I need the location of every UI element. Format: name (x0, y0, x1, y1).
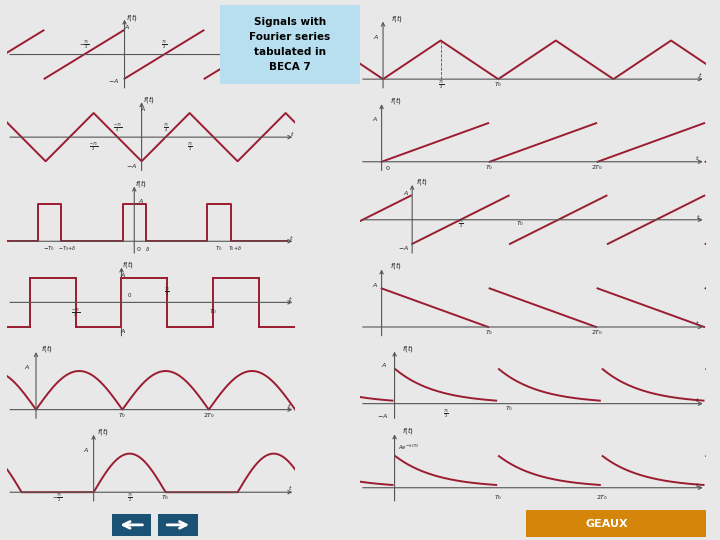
Text: $f(t)$: $f(t)$ (390, 260, 402, 272)
Text: $\frac{T_0}{2}$: $\frac{T_0}{2}$ (161, 38, 168, 51)
Text: $-\frac{T_0}{2}$: $-\frac{T_0}{2}$ (79, 38, 90, 51)
Text: $t$: $t$ (288, 295, 293, 303)
Text: $t$: $t$ (695, 319, 699, 327)
Text: $t$: $t$ (287, 402, 291, 410)
Text: $t$: $t$ (698, 71, 703, 79)
Text: $T_0$: $T_0$ (209, 307, 217, 316)
Text: $A$: $A$ (373, 32, 379, 40)
Text: $A$: $A$ (120, 327, 126, 335)
Text: $\frac{T_0}{2}$: $\frac{T_0}{2}$ (458, 217, 464, 230)
Text: $T_0$: $T_0$ (516, 219, 524, 228)
Text: $f(t)$: $f(t)$ (402, 343, 415, 354)
Text: $\frac{-T_0}{2}$: $\frac{-T_0}{2}$ (71, 307, 81, 320)
Text: $\frac{T_0}{2}$: $\frac{T_0}{2}$ (127, 492, 132, 504)
Text: $T_0$: $T_0$ (215, 244, 222, 253)
Text: $0$: $0$ (385, 164, 391, 172)
Text: $\frac{T_0}{2}$: $\frac{T_0}{2}$ (164, 285, 170, 298)
Text: $2T_0$: $2T_0$ (596, 493, 608, 502)
Text: GEAUX: GEAUX (585, 519, 628, 529)
Text: $\frac{T_0}{2}$: $\frac{T_0}{2}$ (438, 79, 444, 91)
Text: $t$: $t$ (695, 154, 699, 162)
Text: $f(t)$: $f(t)$ (391, 12, 403, 24)
Text: $f(t)$: $f(t)$ (402, 425, 415, 436)
Text: $-A$: $-A$ (377, 412, 387, 420)
Text: $T_0{+}\delta$: $T_0{+}\delta$ (228, 244, 242, 253)
Text: $2T_0$: $2T_0$ (592, 328, 603, 338)
FancyArrow shape (684, 514, 720, 534)
Text: $\frac{-T_0}{4}$: $\frac{-T_0}{4}$ (113, 122, 122, 133)
Text: $\frac{T_0}{4}$: $\frac{T_0}{4}$ (163, 122, 168, 133)
Text: $A$: $A$ (382, 361, 387, 369)
Text: $2T_0$: $2T_0$ (592, 163, 603, 172)
Text: $t$: $t$ (290, 130, 295, 138)
Text: $A$: $A$ (372, 280, 378, 288)
Text: $-\frac{T_0}{2}$: $-\frac{T_0}{2}$ (53, 492, 63, 504)
Text: $f(t)$: $f(t)$ (416, 176, 428, 187)
Text: $f(t)$: $f(t)$ (42, 343, 53, 354)
Text: $A$: $A$ (24, 363, 30, 371)
Text: $\frac{T_0}{2}$: $\frac{T_0}{2}$ (444, 408, 449, 420)
Text: $A$: $A$ (140, 105, 146, 113)
Text: $A$: $A$ (124, 23, 130, 31)
Text: $t$: $t$ (696, 396, 700, 404)
Text: $\frac{-T_0}{2}$: $\frac{-T_0}{2}$ (89, 141, 98, 153)
Text: $Ae^{-(t/T_0)}$: $Ae^{-(t/T_0)}$ (398, 443, 420, 452)
Text: $t$: $t$ (288, 484, 292, 492)
Text: $A$: $A$ (402, 189, 409, 197)
Text: $f(t)$: $f(t)$ (97, 426, 109, 437)
Text: $A$: $A$ (120, 271, 126, 279)
Text: Signals with
Fourier series
tabulated in
BECA 7: Signals with Fourier series tabulated in… (249, 17, 330, 72)
Text: $T_0$: $T_0$ (485, 328, 494, 338)
Text: $t$: $t$ (290, 48, 294, 56)
Text: $f(t)$: $f(t)$ (135, 178, 147, 188)
Text: $A$: $A$ (83, 446, 89, 454)
Text: $t$: $t$ (696, 213, 701, 221)
Text: $T_0$: $T_0$ (161, 494, 170, 503)
Text: $-T_0$: $-T_0$ (43, 244, 55, 253)
Text: $f(t)$: $f(t)$ (390, 95, 402, 106)
Text: $T_0$: $T_0$ (494, 80, 503, 90)
Text: $0$: $0$ (127, 291, 132, 299)
Text: $-T_0{+}\delta$: $-T_0{+}\delta$ (58, 244, 76, 253)
Text: $f(t)$: $f(t)$ (122, 260, 135, 271)
Text: $A$: $A$ (138, 197, 145, 205)
Text: $A$: $A$ (372, 115, 378, 123)
Text: $2T_0$: $2T_0$ (203, 411, 215, 420)
Text: $f(t)$: $f(t)$ (143, 94, 155, 105)
Text: $T_0$: $T_0$ (494, 493, 503, 502)
Text: $\delta$: $\delta$ (145, 245, 150, 253)
Text: $-A$: $-A$ (126, 162, 137, 170)
Text: $T_0$: $T_0$ (505, 404, 513, 413)
Text: $t$: $t$ (696, 481, 700, 489)
Text: $-A$: $-A$ (398, 244, 409, 252)
Text: $0$: $0$ (136, 245, 141, 253)
Text: $t$: $t$ (289, 234, 294, 241)
Text: $f(t)$: $f(t)$ (127, 12, 138, 23)
Text: $T_0$: $T_0$ (485, 163, 494, 172)
Text: $-A$: $-A$ (108, 77, 120, 85)
Text: $T_0$: $T_0$ (118, 411, 127, 420)
Text: $\frac{T_0}{2}$: $\frac{T_0}{2}$ (186, 141, 192, 153)
